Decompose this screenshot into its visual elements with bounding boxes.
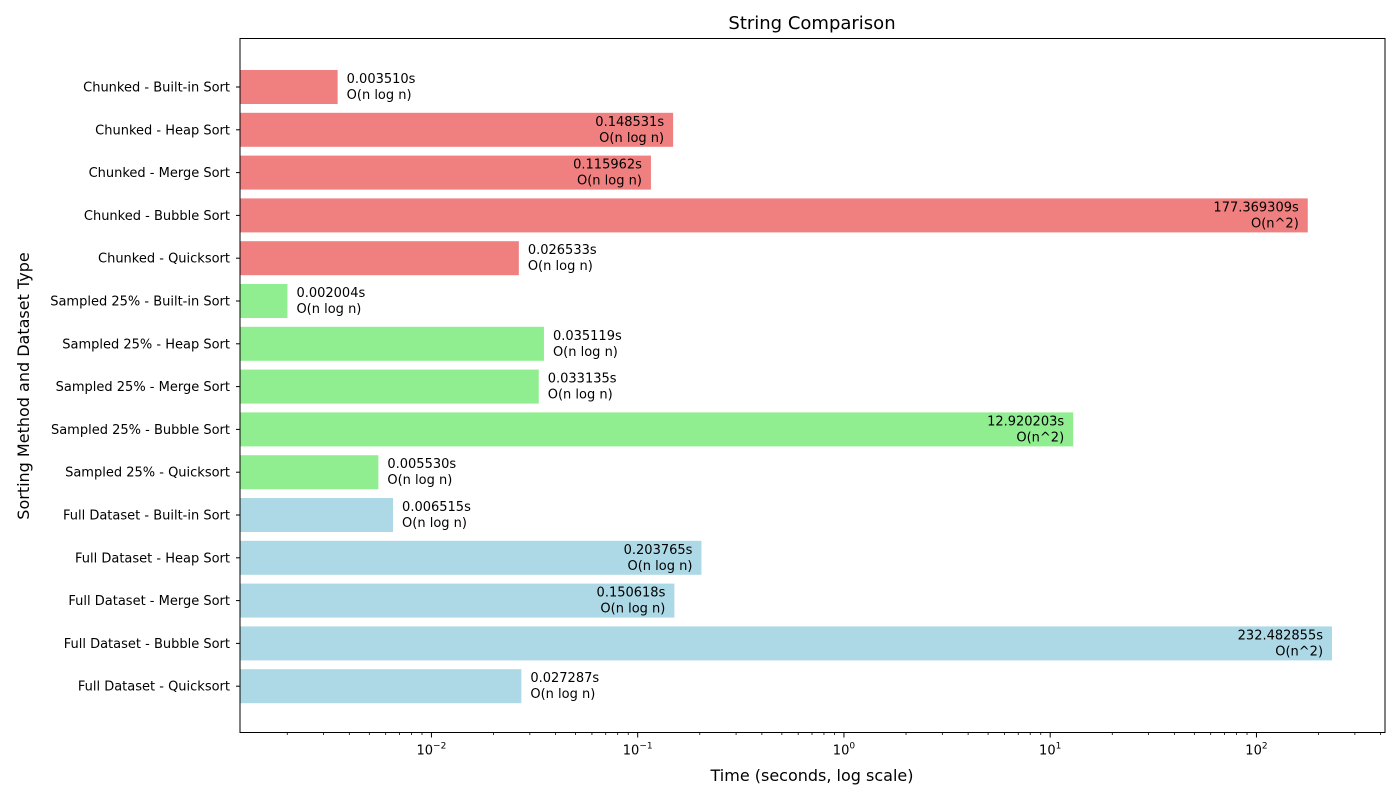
y-tick-label: Chunked - Bubble Sort <box>84 209 230 224</box>
bar-value-label: 0.115962s <box>573 158 642 173</box>
bar-value-label: 0.033135s <box>548 372 617 387</box>
bar-12 <box>240 583 675 618</box>
y-tick-label: Full Dataset - Merge Sort <box>68 594 230 609</box>
x-tick-label: 100 <box>833 742 856 759</box>
bar-value-label: 0.005530s <box>387 457 456 472</box>
bar-complexity-label: O(n log n) <box>548 388 613 403</box>
y-tick-label: Full Dataset - Bubble Sort <box>64 637 230 652</box>
x-axis-label: Time (seconds, log scale) <box>710 766 914 785</box>
bar-value-label: 0.027287s <box>530 671 599 686</box>
bar-value-label: 0.035119s <box>553 329 622 344</box>
bar-10 <box>240 498 394 532</box>
y-tick-label: Full Dataset - Built-in Sort <box>63 509 230 524</box>
y-tick-label: Chunked - Merge Sort <box>89 166 230 181</box>
x-tick-label: 10−2 <box>417 742 447 759</box>
y-tick-label: Chunked - Quicksort <box>98 252 230 267</box>
bar-9 <box>240 455 379 490</box>
bar-5 <box>240 284 288 318</box>
bar-complexity-label: O(n log n) <box>402 516 467 531</box>
bar-6 <box>240 326 544 361</box>
plot-frame <box>239 38 1386 733</box>
bar-14 <box>240 669 522 704</box>
bar-1 <box>240 112 674 147</box>
bar-value-label: 0.026533s <box>528 243 597 258</box>
bar-value-label: 0.148531s <box>595 115 664 130</box>
bar-value-label: 0.203765s <box>624 543 693 558</box>
bar-complexity-label: O(n log n) <box>628 559 693 574</box>
bar-complexity-label: O(n log n) <box>530 687 595 702</box>
bar-complexity-label: O(n log n) <box>347 88 412 103</box>
bar-value-label: 0.002004s <box>296 286 365 301</box>
y-axis-label: Sorting Method and Dataset Type <box>14 252 33 519</box>
x-tick-label: 101 <box>1039 742 1061 759</box>
bar-0 <box>240 70 338 104</box>
chart-title: String Comparison <box>728 13 895 34</box>
x-tick-labels: 10−2 10−1 100 101 102 <box>286 732 1382 759</box>
bar-8 <box>240 412 1074 447</box>
y-tick-label: Sampled 25% - Built-in Sort <box>50 295 230 310</box>
bar-13 <box>240 626 1333 661</box>
bar-7 <box>240 369 539 404</box>
bar-complexity-label: O(n log n) <box>599 131 664 146</box>
bar-complexity-label: O(n log n) <box>387 473 452 488</box>
y-tick-label: Sampled 25% - Quicksort <box>65 466 230 481</box>
bar-3 <box>240 198 1308 233</box>
bar-4 <box>240 241 519 276</box>
bar-complexity-label: O(n^2) <box>1275 644 1323 659</box>
y-tick-label: Sampled 25% - Bubble Sort <box>51 423 230 438</box>
y-tick-label: Full Dataset - Quicksort <box>78 680 230 695</box>
x-tick-label: 10−1 <box>623 742 653 759</box>
y-tick-label: Chunked - Built-in Sort <box>83 81 230 96</box>
y-tick-label: Sampled 25% - Heap Sort <box>62 337 230 352</box>
bar-2 <box>240 155 651 190</box>
bar-value-label: 0.006515s <box>402 500 471 515</box>
bar-value-label: 12.920203s <box>987 414 1064 429</box>
bar-complexity-label: O(n log n) <box>600 602 665 617</box>
bar-complexity-label: O(n log n) <box>296 302 361 317</box>
bar-complexity-label: O(n log n) <box>528 259 593 274</box>
bar-value-label: 0.003510s <box>347 72 416 87</box>
x-tick-label: 102 <box>1245 742 1267 759</box>
bar-complexity-label: O(n^2) <box>1251 216 1299 231</box>
bars-layer <box>240 70 1333 704</box>
bar-value-label: 232.482855s <box>1238 628 1324 643</box>
bar-complexity-label: O(n log n) <box>553 345 618 360</box>
y-tick-labels: Chunked - Built-in Sort Chunked - Heap So… <box>50 81 240 695</box>
y-tick-label: Chunked - Heap Sort <box>95 123 230 138</box>
bar-complexity-label: O(n log n) <box>577 174 642 189</box>
y-tick-label: Full Dataset - Heap Sort <box>75 551 230 566</box>
y-tick-label: Sampled 25% - Merge Sort <box>56 380 230 395</box>
bar-value-label: 0.150618s <box>597 586 666 601</box>
bar-value-label: 177.369309s <box>1213 200 1299 215</box>
bar-11 <box>240 540 702 575</box>
bar-complexity-label: O(n^2) <box>1016 430 1064 445</box>
